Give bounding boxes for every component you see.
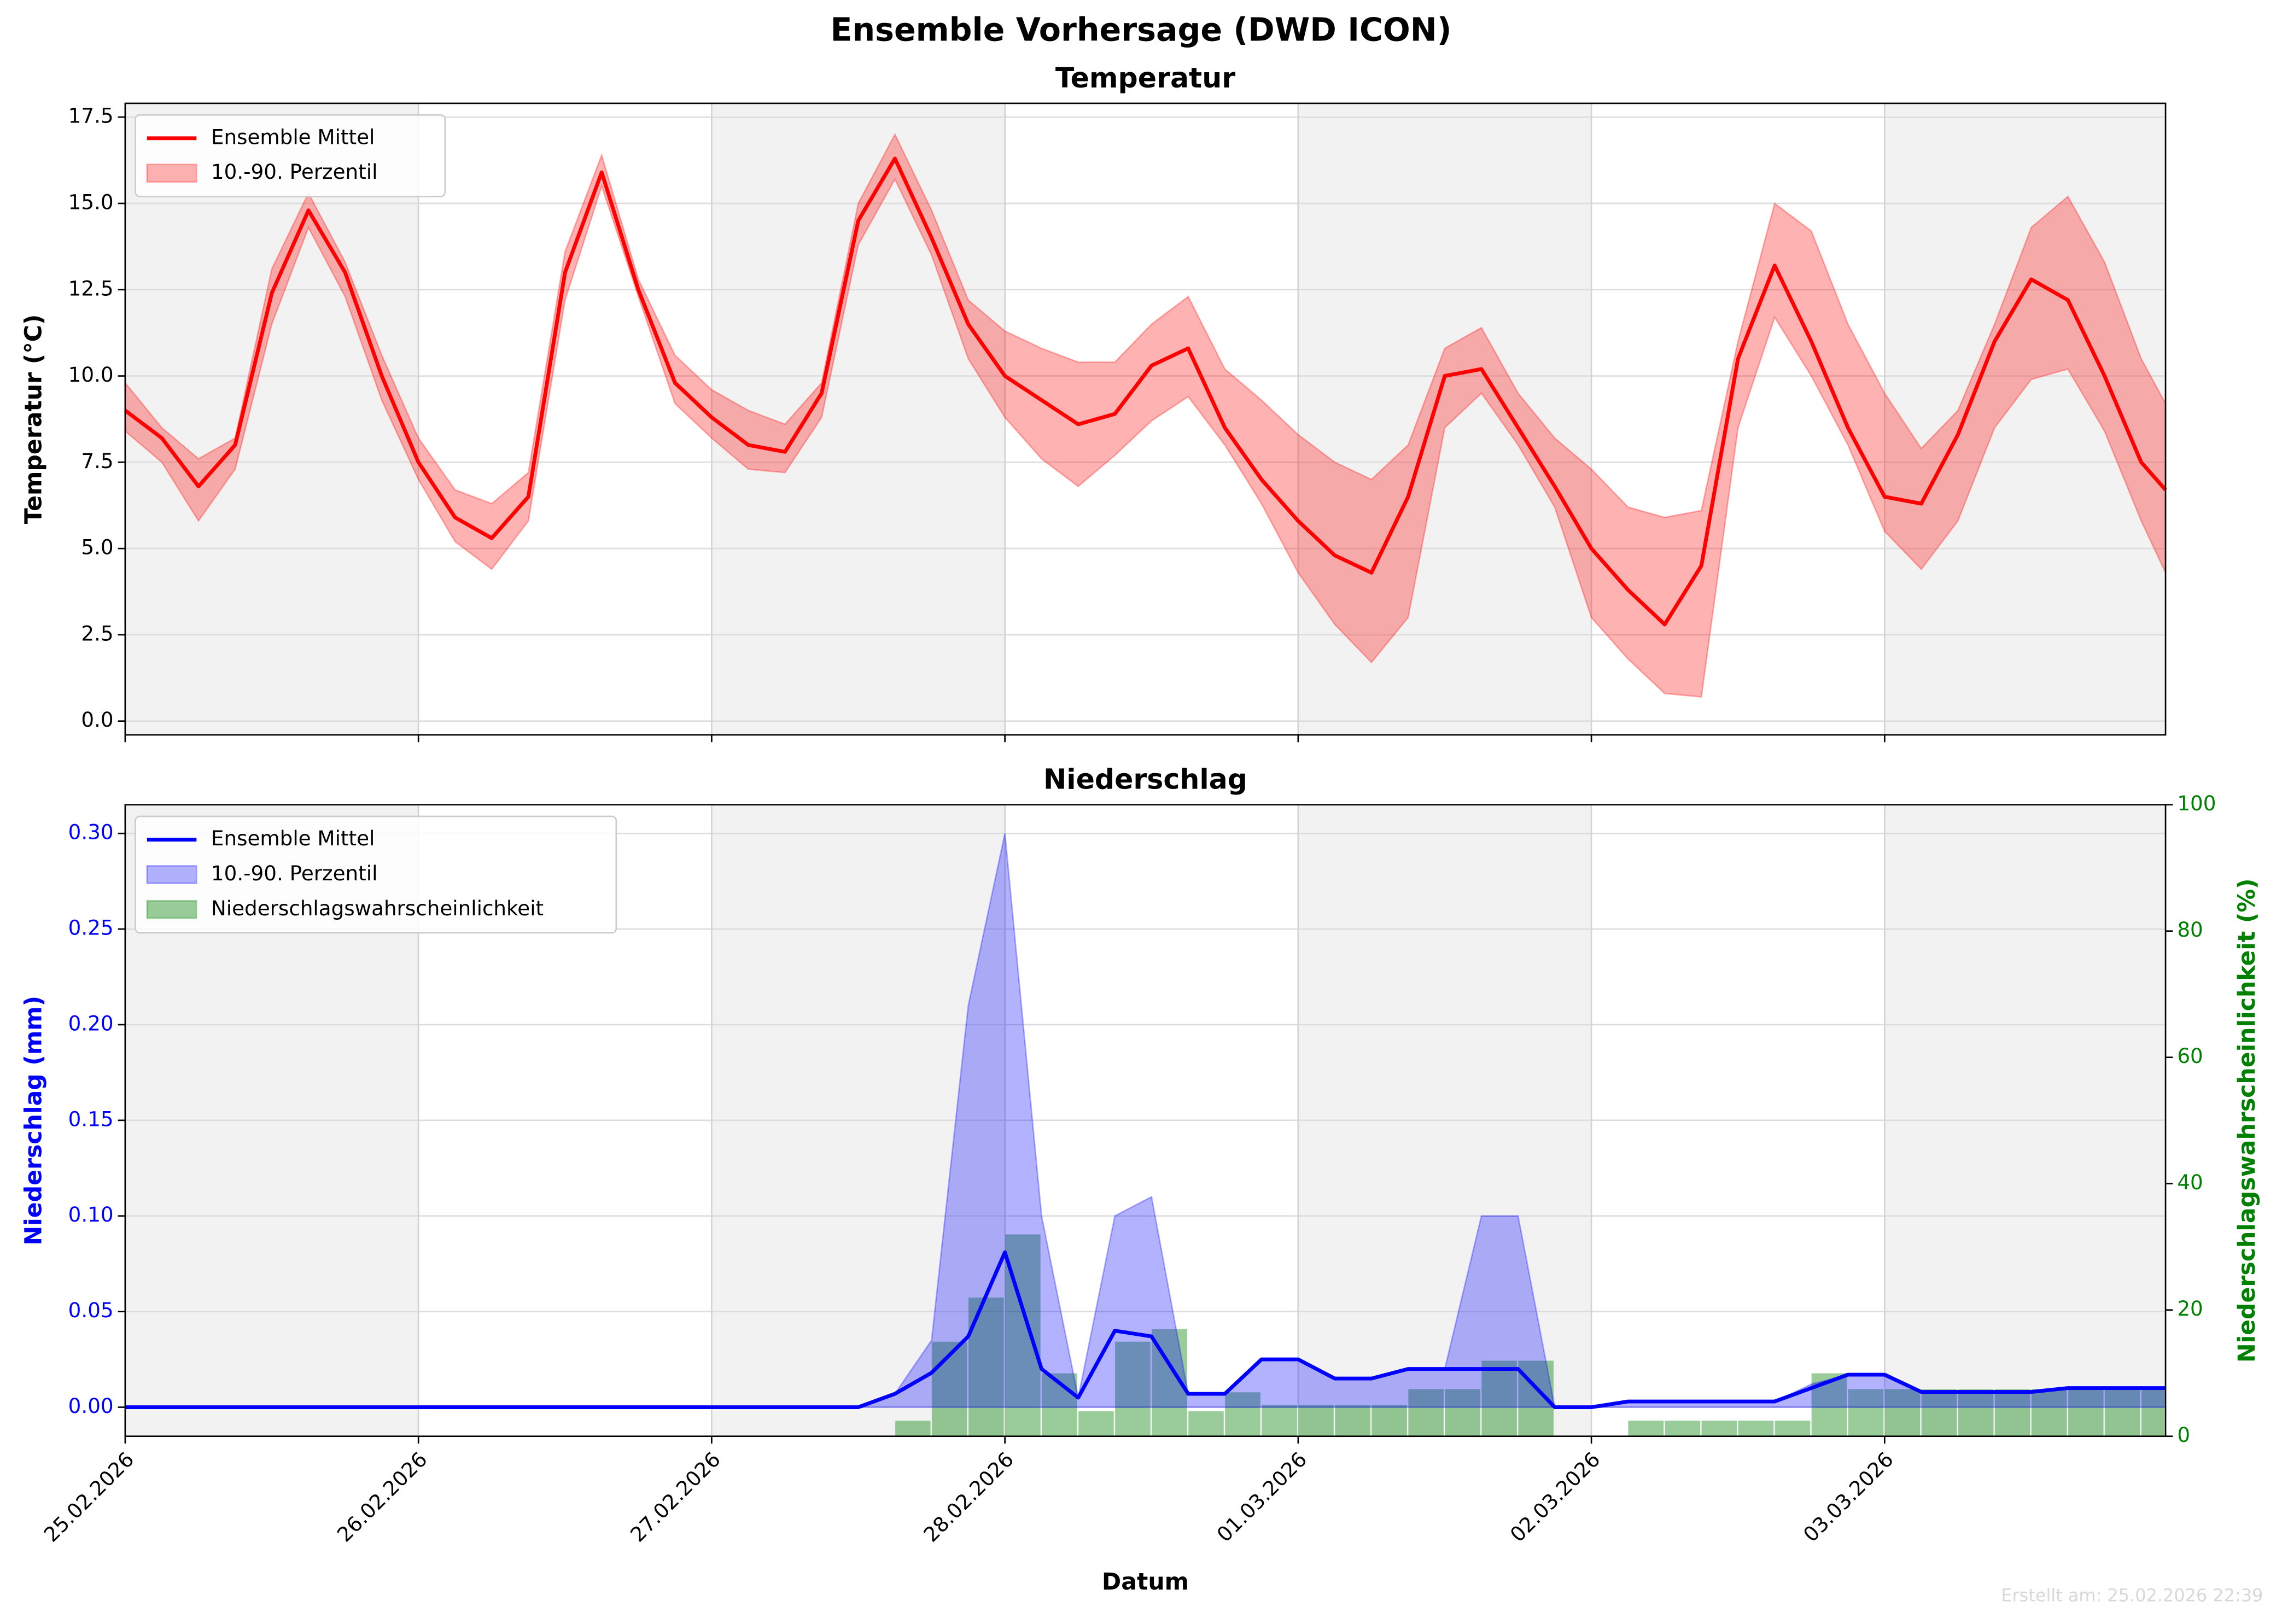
y-tick-label: 0.0	[81, 708, 113, 732]
probability-bar	[1737, 1420, 1775, 1437]
probability-bar	[2140, 1388, 2166, 1437]
probability-bar	[1774, 1420, 1811, 1437]
probability-bar	[894, 1420, 931, 1437]
probability-bar	[1371, 1404, 1408, 1437]
legend-label: Ensemble Mittel	[211, 125, 375, 149]
x-tick-label: 27.02.2026	[626, 1447, 725, 1547]
y2-tick-label: 60	[2177, 1044, 2203, 1068]
y-tick-label: 0.05	[68, 1298, 114, 1322]
x-axis-label: Datum	[1102, 1568, 1189, 1596]
y2-tick-label: 80	[2177, 918, 2203, 942]
probability-bar	[1664, 1420, 1701, 1437]
day-shade	[125, 103, 419, 735]
x-tick-label: 02.03.2026	[1505, 1447, 1605, 1547]
probability-bar	[1004, 1234, 1041, 1437]
legend-label: Ensemble Mittel	[211, 826, 375, 850]
figure-title: Ensemble Vorhersage (DWD ICON)	[830, 11, 1451, 49]
y-tick-label: 10.0	[68, 363, 114, 387]
y-axis-label: Niederschlag (mm)	[20, 996, 47, 1246]
plot-frame	[124, 102, 2167, 736]
probability-bar	[2030, 1388, 2068, 1437]
subplot-title: Temperatur	[1055, 62, 1235, 94]
legend-label: Niederschlagswahrscheinlichkeit	[211, 896, 544, 920]
probability-bar	[1444, 1388, 1481, 1437]
probability-bar	[1078, 1410, 1114, 1437]
probability-bar	[1188, 1410, 1224, 1437]
x-tick-label: 01.03.2026	[1212, 1447, 1311, 1547]
probability-bar	[1884, 1388, 1921, 1437]
y2-axis-label: Niederschlagswahrscheinlichkeit (%)	[2233, 878, 2261, 1363]
y-axis-label: Temperatur (°C)	[20, 314, 47, 524]
y-tick-label: 15.0	[68, 190, 114, 214]
x-tick-label: 25.02.2026	[39, 1447, 138, 1547]
y-tick-label: 0.30	[68, 820, 114, 844]
legend-box	[135, 114, 446, 197]
probability-bar	[1114, 1341, 1151, 1437]
day-shade	[1884, 103, 2166, 735]
y-tick-label: 2.5	[81, 621, 113, 645]
probability-bar	[1701, 1420, 1738, 1437]
y-tick-label: 0.00	[68, 1394, 114, 1418]
probability-bar	[1334, 1404, 1371, 1437]
probability-bar	[1921, 1388, 1958, 1437]
legend-box	[135, 815, 617, 934]
y-tick-label: 7.5	[81, 449, 113, 473]
probability-bar	[1847, 1388, 1884, 1437]
probability-bar	[2067, 1388, 2104, 1437]
x-tick-label: 03.03.2026	[1799, 1447, 1898, 1547]
y-tick-label: 0.20	[68, 1011, 114, 1035]
probability-bar	[1627, 1420, 1665, 1437]
y-tick-label: 0.25	[68, 916, 114, 940]
legend: Ensemble Mittel 10.-90. Perzentil	[135, 114, 446, 197]
y-tick-label: 0.10	[68, 1202, 114, 1226]
legend-swatch	[146, 163, 197, 183]
x-tick-label: 26.02.2026	[332, 1447, 432, 1547]
probability-bar	[1041, 1372, 1078, 1437]
y-tick-label: 17.5	[68, 104, 114, 128]
mean-line	[124, 156, 2167, 627]
legend: Ensemble Mittel 10.-90. Perzentil Niedersc…	[135, 815, 617, 934]
probability-bar	[1298, 1404, 1334, 1437]
legend-swatch	[146, 900, 197, 919]
probability-bar	[1481, 1360, 1518, 1437]
probability-bar	[1224, 1392, 1261, 1437]
legend-label: 10.-90. Perzentil	[211, 861, 378, 885]
x-tick-label: 28.02.2026	[919, 1447, 1018, 1547]
y-tick-label: 5.0	[81, 535, 113, 559]
y2-tick-label: 20	[2177, 1296, 2203, 1321]
subplot-title: Niederschlag	[1043, 763, 1247, 796]
probability-bar	[1994, 1388, 2031, 1437]
y-tick-label: 0.15	[68, 1107, 114, 1131]
day-shade	[711, 103, 1005, 735]
probability-bar	[1261, 1404, 1298, 1437]
legend-swatch	[146, 865, 197, 884]
y2-tick-label: 100	[2177, 791, 2216, 815]
probability-bar	[1408, 1388, 1445, 1437]
y2-tick-label: 0	[2177, 1423, 2190, 1447]
legend-label: 10.-90. Perzentil	[211, 160, 378, 184]
footer: Erstellt am: 25.02.2026 22:39	[2001, 1585, 2263, 1605]
percentile-band	[124, 132, 2167, 698]
mean-line	[125, 1250, 2166, 1409]
y-tick-label: 12.5	[68, 276, 114, 300]
y2-tick-label: 40	[2177, 1170, 2203, 1194]
day-shade	[1298, 103, 1592, 735]
